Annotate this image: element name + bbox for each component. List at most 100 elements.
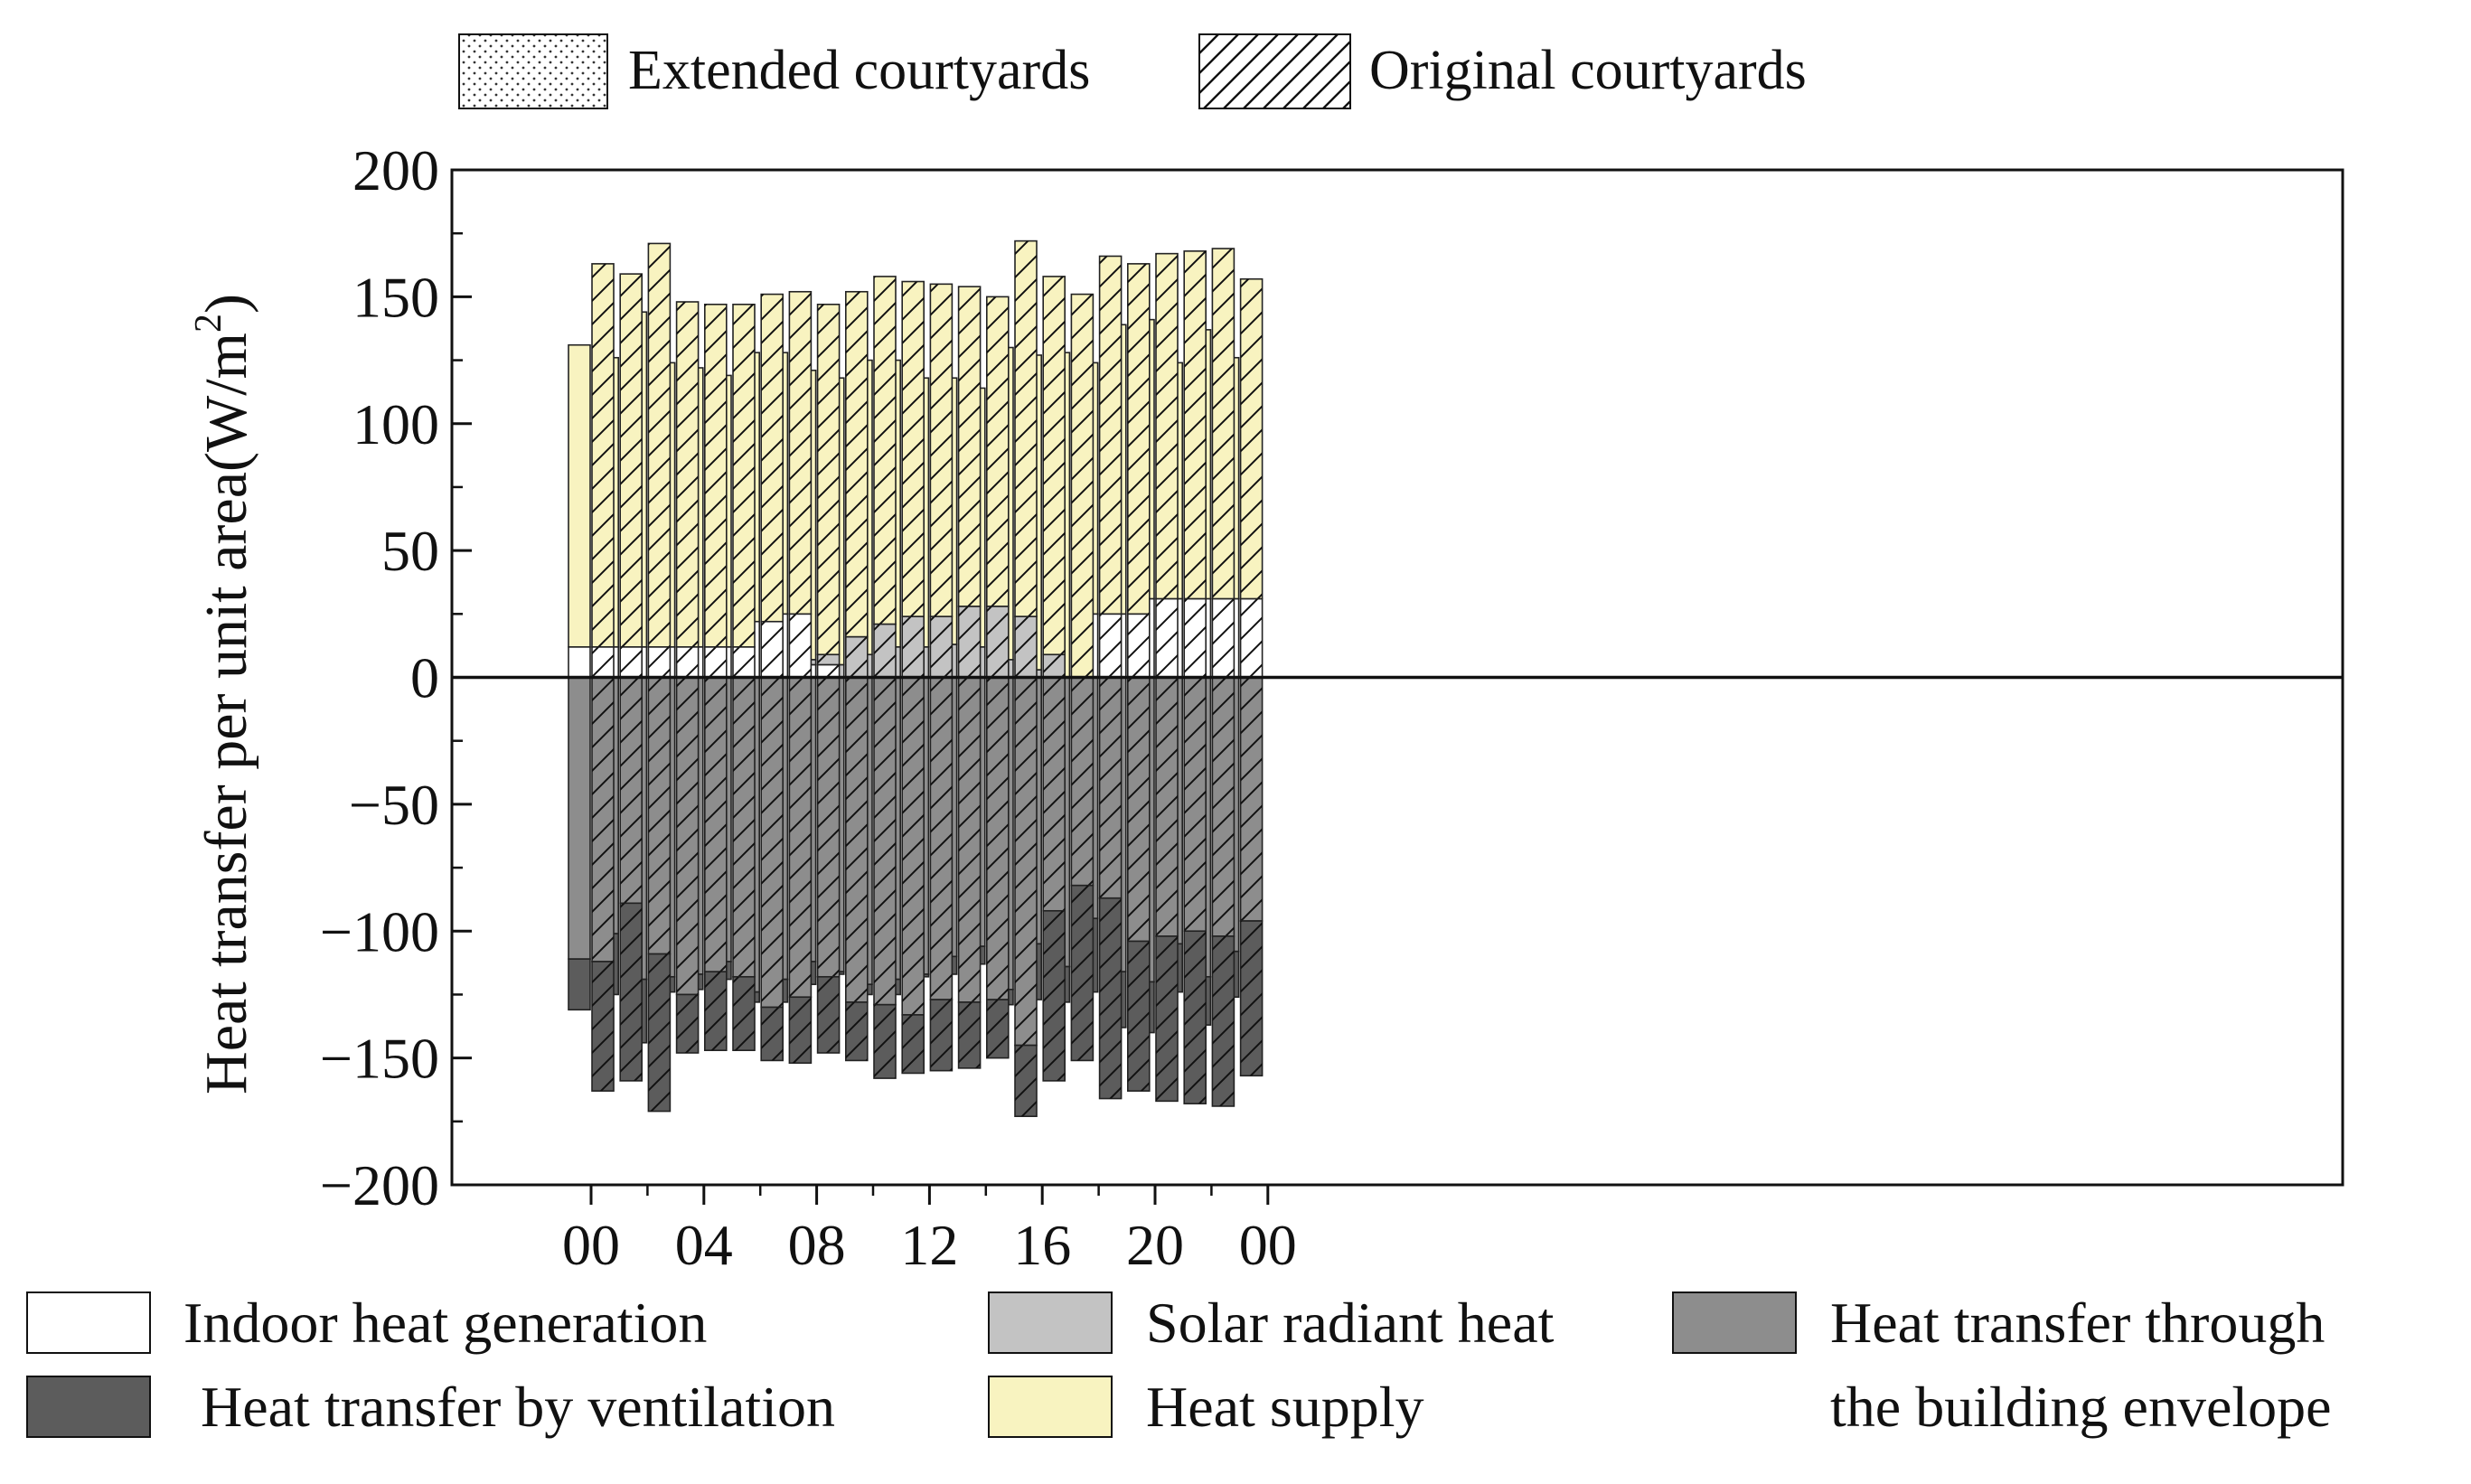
axes-layer: −200 −150 −100 −50 0 50 100 150 200 00 04 08 12 16 20 0… — [320, 138, 2344, 1277]
bar-original-h16-solar-pattern — [1043, 654, 1066, 678]
bar-original-h3-envelope-pattern — [676, 677, 699, 995]
legend-swatch-envelope — [1672, 1291, 1797, 1354]
bar-original-h16-heat_supply-pattern — [1043, 276, 1066, 655]
bar-original-h7-heat_supply-pattern — [789, 291, 812, 615]
x-tick-label: 20 — [1126, 1213, 1184, 1277]
bar-original-h17-heat_supply-pattern — [1071, 294, 1094, 678]
bar-original-h14-envelope-pattern — [986, 677, 1009, 1000]
bar-original-h8-envelope-pattern — [817, 677, 840, 977]
bar-original-h7-ventilation-pattern — [789, 997, 812, 1064]
bar-original-h15-envelope-pattern — [1015, 677, 1037, 1046]
x-tick-label: 16 — [1013, 1213, 1071, 1277]
bar-original-h8-solar-pattern — [817, 654, 840, 665]
bar-original-h18-ventilation-pattern — [1099, 897, 1122, 1099]
bar-original-h11-ventilation-pattern — [902, 1014, 925, 1074]
bar-original-h0-envelope-pattern — [592, 677, 614, 962]
bar-original-h20-envelope-pattern — [1156, 677, 1178, 936]
x-tick-label: 04 — [675, 1213, 733, 1277]
bar-original-h13-solar-pattern — [958, 606, 981, 678]
bar-original-h18-indoor-pattern — [1099, 614, 1122, 678]
legend-swatch-solar — [988, 1291, 1113, 1354]
bar-original-h4-ventilation-pattern — [704, 972, 727, 1051]
bar-original-h22-indoor-pattern — [1212, 598, 1235, 678]
y-tick-label: −50 — [349, 773, 439, 837]
bar-original-h21-envelope-pattern — [1184, 677, 1207, 932]
bar-original-h10-envelope-pattern — [874, 677, 896, 1005]
bar-original-h22-ventilation-pattern — [1212, 935, 1235, 1106]
bar-original-h18-heat_supply-pattern — [1099, 256, 1122, 615]
bar-original-h2-envelope-pattern — [648, 677, 671, 954]
legend-label-extended: Extended courtyards — [628, 40, 1090, 101]
x-tick-label: 00 — [1239, 1213, 1297, 1277]
legend-label-heat-supply: Heat supply — [1146, 1375, 1424, 1439]
bar-original-h1-envelope-pattern — [620, 677, 643, 904]
legend-label-envelope-line1: Heat transfer through — [1830, 1291, 2325, 1355]
x-tick-label: 08 — [788, 1213, 846, 1277]
bar-original-h22-heat_supply-pattern — [1212, 249, 1235, 599]
bar-original-h2-ventilation-pattern — [648, 953, 671, 1112]
legend-label-ventilation: Heat transfer by ventilation — [201, 1375, 835, 1439]
bar-original-h11-envelope-pattern — [902, 677, 925, 1015]
bar-original-h19-indoor-pattern — [1127, 614, 1150, 678]
bar-original-h5-heat_supply-pattern — [733, 304, 755, 647]
bar-original-h6-heat_supply-pattern — [761, 294, 784, 622]
bar-original-h6-envelope-pattern — [761, 677, 784, 1008]
bar-original-h19-envelope-pattern — [1127, 677, 1150, 942]
legend-swatch-extended — [458, 33, 608, 109]
y-axis-label-close: ) — [193, 294, 259, 314]
y-axis-label-superscript: 2 — [188, 314, 230, 333]
x-tick-label: 12 — [900, 1213, 958, 1277]
x-tick-label: 00 — [562, 1213, 620, 1277]
bar-original-h20-indoor-pattern — [1156, 598, 1178, 678]
bar-original-h15-ventilation-pattern — [1015, 1045, 1037, 1117]
legend-swatch-indoor — [26, 1291, 151, 1354]
bar-original-h10-solar-pattern — [874, 624, 896, 678]
legend-label-envelope-line2: the building envelope — [1830, 1375, 2332, 1439]
bar-original-h12-envelope-pattern — [930, 677, 953, 1000]
bar-original-h16-envelope-pattern — [1043, 677, 1066, 911]
bar-original-h9-heat_supply-pattern — [845, 291, 868, 637]
bar-original-h8-heat_supply-pattern — [817, 304, 840, 655]
bar-original-h3-indoor-pattern — [676, 646, 699, 678]
bar-original-h23-heat_supply-pattern — [1240, 278, 1263, 599]
bar-original-h20-ventilation-pattern — [1156, 935, 1178, 1102]
bar-original-h13-envelope-pattern — [958, 677, 981, 1002]
bar-original-h1-indoor-pattern — [620, 646, 643, 678]
bar-original-h12-solar-pattern — [930, 616, 953, 678]
bar-original-h6-indoor-pattern — [761, 621, 784, 678]
bar-original-h19-heat_supply-pattern — [1127, 263, 1150, 615]
bar-original-h13-ventilation-pattern — [958, 1001, 981, 1068]
bar-original-h0-indoor-pattern — [592, 646, 614, 678]
bar-original-h21-indoor-pattern — [1184, 598, 1207, 678]
top-legend: Extended courtyards Original courtyards — [458, 33, 1807, 109]
bar-original-h12-ventilation-pattern — [930, 1000, 953, 1071]
bar-original-h4-heat_supply-pattern — [704, 304, 727, 647]
bar-original-h4-envelope-pattern — [704, 677, 727, 972]
bar-original-h4-indoor-pattern — [704, 646, 727, 678]
bar-original-h1-heat_supply-pattern — [620, 274, 643, 647]
bar-extended-h0-heat_supply — [568, 343, 591, 648]
bar-original-h10-ventilation-pattern — [874, 1004, 896, 1079]
bar-original-h23-ventilation-pattern — [1240, 921, 1263, 1076]
bar-original-h13-heat_supply-pattern — [958, 286, 981, 606]
bar-original-h22-envelope-pattern — [1212, 677, 1235, 936]
bar-original-h8-ventilation-pattern — [817, 976, 840, 1054]
bar-original-h17-envelope-pattern — [1071, 677, 1094, 886]
bar-original-h0-ventilation-pattern — [592, 961, 614, 1092]
legend-label-indoor: Indoor heat generation — [183, 1291, 707, 1355]
bar-original-h21-heat_supply-pattern — [1184, 250, 1207, 599]
y-tick-label: −150 — [320, 1027, 439, 1091]
y-tick-label: 100 — [352, 392, 439, 456]
bottom-legend: Indoor heat generation Solar radiant hea… — [26, 1291, 2332, 1439]
bar-original-h1-ventilation-pattern — [620, 903, 643, 1081]
bar-original-h7-indoor-pattern — [789, 614, 812, 678]
bar-original-h17-ventilation-pattern — [1071, 885, 1094, 1061]
legend-label-solar: Solar radiant heat — [1146, 1291, 1555, 1355]
bar-original-h20-heat_supply-pattern — [1156, 253, 1178, 599]
y-tick-label: 150 — [352, 265, 439, 329]
bar-original-h5-envelope-pattern — [733, 677, 755, 977]
bar-original-h2-indoor-pattern — [648, 646, 671, 678]
bar-original-h11-heat_supply-pattern — [902, 281, 925, 617]
bar-original-h16-ventilation-pattern — [1043, 910, 1066, 1081]
